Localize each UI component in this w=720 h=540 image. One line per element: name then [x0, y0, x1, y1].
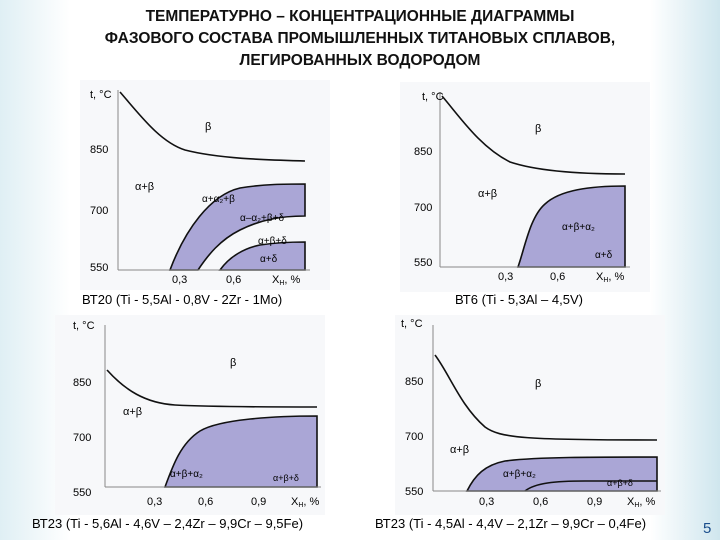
vt23b-label-beta: β — [535, 378, 541, 390]
vt6-label-a-b-a2: α+β+α₂ — [562, 222, 595, 233]
vt23b-xtick-0-9: 0,9 — [587, 496, 602, 508]
vt6-xlabel: XH, % — [596, 271, 625, 284]
vt23b-ytick-550: 550 — [405, 486, 423, 498]
vt23a-ytick-850: 850 — [73, 377, 91, 389]
vt23a-label-a-b: α+β — [123, 406, 142, 418]
vt20-ytick-850: 850 — [90, 144, 108, 156]
vt23b-ytick-700: 700 — [405, 431, 423, 443]
diagram-vt6: t, °C 850 700 550 0,3 0,6 XH, % β α+β α+… — [400, 82, 650, 292]
vt20-phase-band-lower — [218, 241, 306, 271]
vt23a-label-a-b-d: α+β+δ — [273, 473, 299, 483]
vt6-ytick-550: 550 — [414, 257, 432, 269]
vt23b-xtick-0-3: 0,3 — [479, 496, 494, 508]
vt23a-phase-band — [163, 415, 318, 488]
vt6-ytick-850: 850 — [414, 146, 432, 158]
vt6-label-a-d: α+δ — [595, 250, 613, 261]
caption-vt6: ВТ6 (Ti - 5,3Al – 4,5V) — [455, 292, 583, 307]
diagram-vt23-a: t, °C 850 700 550 0,3 0,6 0,9 XH, % β α+… — [55, 315, 325, 525]
vt20-xtick-0-6: 0,6 — [226, 274, 241, 286]
vt23a-label-a-b-a2: α+β+α₂ — [170, 469, 203, 480]
slide-title: ТЕМПЕРАТУРНО – КОНЦЕНТРАЦИОННЫЕ ДИАГРАММ… — [104, 8, 616, 69]
vt6-diagram-svg: t, °C 850 700 550 0,3 0,6 XH, % β α+β α+… — [400, 82, 650, 292]
vt20-ytick-700: 700 — [90, 205, 108, 217]
diagram-vt20: t, °C 850 700 550 0,3 0,6 XH, % β α+β α+… — [80, 80, 330, 290]
vt6-label-a-b: α+β — [478, 188, 497, 200]
vt20-xlabel: XH, % — [272, 274, 301, 287]
vt6-label-beta: β — [535, 123, 541, 135]
vt23b-ylabel: t, °C — [401, 318, 423, 330]
vt23a-ytick-700: 700 — [73, 432, 91, 444]
vt20-beta-transus-curve — [119, 91, 306, 162]
vt23b-beta-transus-curve — [434, 354, 658, 441]
caption-vt23-a: ВТ23 (Ti - 5,6Al - 4,6V – 2,4Zr – 9,9Cr … — [32, 516, 304, 531]
vt6-ylabel: t, °C — [422, 91, 444, 103]
vt20-diagram-svg: t, °C 850 700 550 0,3 0,6 XH, % β α+β α+… — [80, 80, 330, 290]
vt20-label-a-a2-b: α+α₂+β — [202, 194, 235, 205]
caption-vt20: ВТ20 (Ti - 5,5Al - 0,8V - 2Zr - 1Mo) — [82, 292, 283, 307]
vt20-label-a-d: α+δ — [260, 254, 278, 265]
vt6-beta-transus-curve — [441, 95, 626, 175]
vt23b-xtick-0-6: 0,6 — [533, 496, 548, 508]
vt23b-label-a-b-d: α+β+δ — [607, 478, 633, 488]
vt23b-label-a-b-a2: α+β+α₂ — [503, 469, 536, 480]
vt23b-ytick-850: 850 — [405, 376, 423, 388]
vt23a-label-beta: β — [230, 357, 236, 369]
vt23b-band-boundary — [524, 480, 657, 492]
slide-number: 5 — [703, 520, 712, 537]
vt6-ytick-700: 700 — [414, 202, 432, 214]
vt23b-phase-band — [465, 456, 658, 492]
vt23a-diagram-svg: t, °C 850 700 550 0,3 0,6 0,9 XH, % β α+… — [55, 315, 325, 515]
vt23a-ylabel: t, °C — [73, 320, 95, 332]
vt23b-label-a-b: α+β — [450, 444, 469, 456]
caption-vt23-b: ВТ23 (Ti - 4,5Al - 4,4V – 2,1Zr – 9,9Cr … — [375, 516, 647, 531]
vt20-label-a-a2-b-d: α–α₂+β+δ — [240, 213, 284, 224]
vt23b-diagram-svg: t, °C 850 700 550 0,3 0,6 0,9 XH, % β α+… — [395, 315, 665, 515]
vt20-label-beta: β — [205, 121, 211, 133]
vt20-xtick-0-3: 0,3 — [172, 274, 187, 286]
vt20-label-a-b: α+β — [135, 181, 154, 193]
vt23a-ytick-550: 550 — [73, 487, 91, 499]
vt6-xtick-0-3: 0,3 — [498, 271, 513, 283]
vt23b-xlabel: XH, % — [627, 496, 656, 509]
vt23a-xtick-0-3: 0,3 — [147, 496, 162, 508]
vt20-label-a-b-d: α+β+δ — [258, 236, 287, 247]
vt23a-xtick-0-6: 0,6 — [198, 496, 213, 508]
vt20-ylabel: t, °C — [90, 89, 112, 101]
vt20-ytick-550: 550 — [90, 262, 108, 274]
vt23a-beta-transus-curve — [106, 369, 318, 408]
vt6-phase-band — [516, 185, 626, 268]
vt6-xtick-0-6: 0,6 — [550, 271, 565, 283]
vt23a-xlabel: XH, % — [291, 496, 320, 509]
vt23a-xtick-0-9: 0,9 — [251, 496, 266, 508]
vt20-phase-band-upper — [168, 183, 306, 271]
diagram-vt23-b: t, °C 850 700 550 0,3 0,6 0,9 XH, % β α+… — [395, 315, 665, 525]
